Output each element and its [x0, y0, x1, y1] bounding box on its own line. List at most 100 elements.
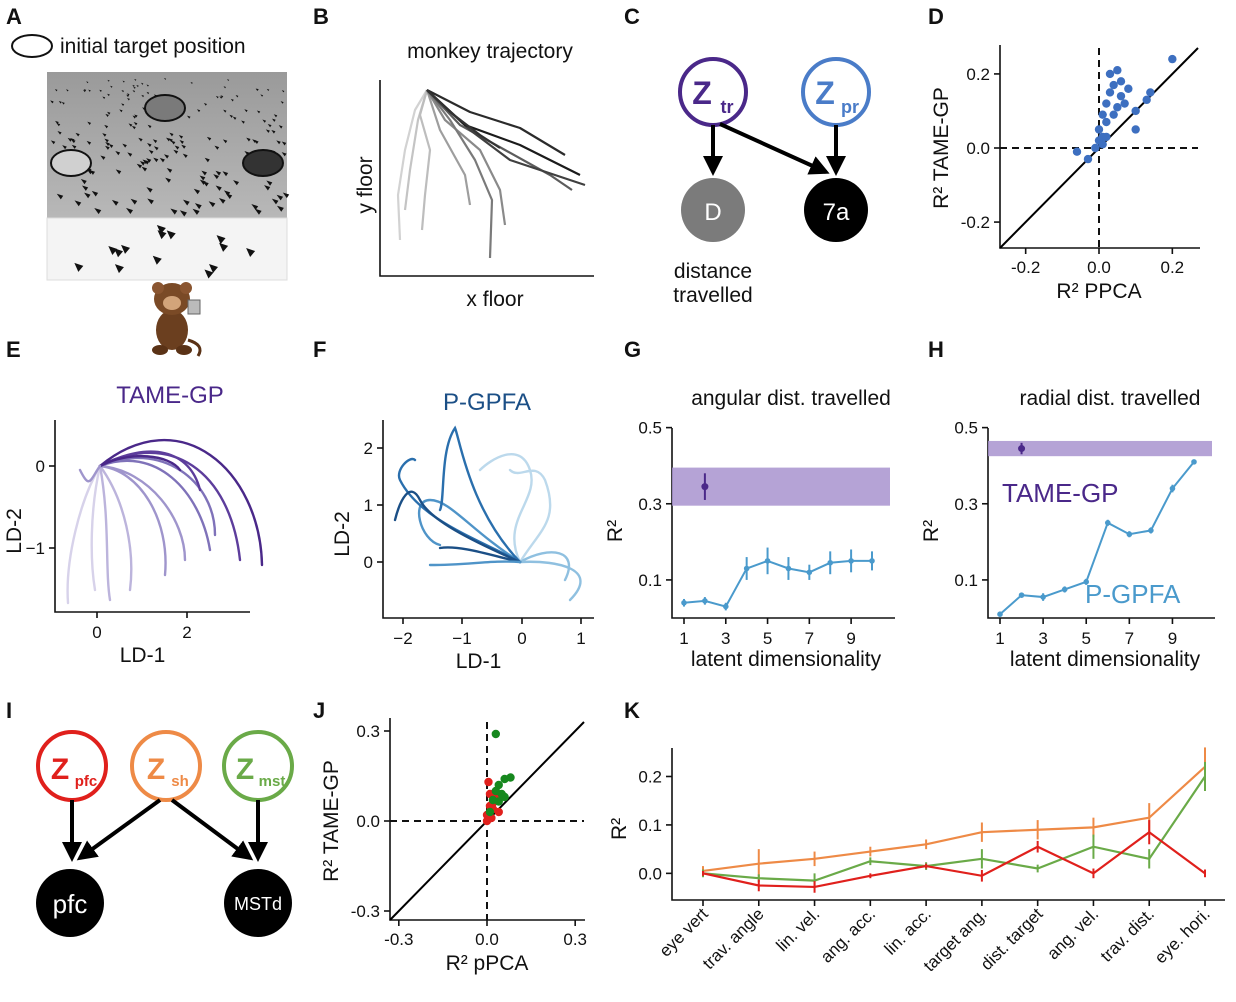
- h-series-line: [999, 461, 1195, 615]
- debris-mark: [216, 235, 226, 245]
- debris-mark: [74, 200, 82, 207]
- k-ytick-label: 0.0: [638, 864, 662, 883]
- debris-mark: [147, 143, 152, 148]
- f-ytick-label: 1: [364, 496, 373, 515]
- d-point-data: [1116, 91, 1126, 101]
- debris-mark: [132, 84, 135, 88]
- h-ylabel: R²: [920, 520, 943, 542]
- debris-mark: [57, 131, 62, 135]
- k-series-line-pfc: [702, 830, 1206, 889]
- node-d-label: D: [704, 199, 721, 226]
- g-ytick-label: 0.5: [638, 419, 662, 438]
- debris-mark: [146, 158, 152, 163]
- trajectory-3: [418, 89, 432, 231]
- e-xtick-label: 2: [182, 623, 191, 642]
- g-point: [681, 599, 687, 606]
- debris-mark: [131, 125, 136, 130]
- g-point: [785, 565, 792, 572]
- legend-ellipse-icon: [11, 34, 53, 58]
- debris-mark: [126, 94, 129, 98]
- debris-mark: [215, 95, 219, 99]
- f-trajectory-8: [393, 490, 522, 564]
- debris-mark: [66, 89, 69, 92]
- debris-mark: [163, 78, 167, 80]
- debris-mark: [105, 145, 110, 150]
- d-point-data: [1094, 125, 1104, 134]
- debris-mark: [186, 115, 191, 119]
- debris-mark: [281, 90, 285, 93]
- debris-mark: [61, 101, 65, 105]
- f-ytick-label: 0: [364, 553, 373, 572]
- debris-mark: [229, 114, 233, 118]
- d-point-data: [1109, 110, 1118, 119]
- f-trajectory-7: [397, 457, 522, 564]
- f-trajectory-6: [438, 425, 522, 564]
- debris-mark: [102, 96, 106, 99]
- node-z-tr-sub: tr: [721, 97, 734, 117]
- debris-mark: [128, 123, 133, 127]
- h-point: [1018, 592, 1025, 598]
- caption-travelled: travelled: [673, 284, 752, 307]
- j-point-mst: [485, 807, 495, 817]
- debris-mark: [173, 149, 179, 154]
- node-z-sh-z: Z: [147, 753, 165, 786]
- panel-h: radial dist. travelled 1 3 5 7 9 0.5 0.3 0.1 late…: [920, 387, 1215, 671]
- d-point-data: [1102, 117, 1111, 127]
- target-right: [242, 149, 284, 177]
- d-point-data: [1102, 99, 1111, 108]
- debris-mark: [230, 98, 234, 102]
- d-point-data: [1146, 88, 1155, 97]
- debris-mark: [148, 149, 154, 155]
- debris-mark: [201, 170, 207, 176]
- debris-mark: [256, 88, 259, 91]
- debris-mark: [152, 255, 162, 265]
- debris-mark: [182, 153, 188, 159]
- panel-label-k: K: [624, 698, 640, 723]
- j-point-mst: [491, 729, 501, 739]
- d-point-data: [1105, 88, 1115, 97]
- node-z-pfc-sub: pfc: [75, 773, 98, 790]
- h-legend-pgpfa: P-GPFA: [1085, 579, 1181, 609]
- h-point: [1169, 485, 1176, 492]
- debris-mark: [218, 198, 226, 204]
- k-xtick-label: trav. angle: [699, 904, 768, 973]
- debris-mark: [89, 170, 96, 175]
- j-xtick-label: 0.3: [563, 930, 587, 949]
- h-point: [1061, 586, 1068, 593]
- debris-mark: [179, 210, 187, 217]
- node-z-tr-z: Z: [692, 75, 712, 111]
- debris-mark: [153, 157, 159, 163]
- debris-mark: [114, 264, 124, 274]
- debris-mark: [147, 198, 154, 205]
- debris-mark: [280, 101, 284, 104]
- debris-mark: [233, 180, 240, 186]
- virtual-floor: [47, 72, 287, 218]
- debris-mark: [164, 154, 170, 159]
- debris-mark: [100, 155, 106, 160]
- trajectory-4: [425, 89, 472, 206]
- debris-mark: [83, 89, 86, 93]
- g-ytick-label: 0.3: [638, 495, 662, 514]
- panel-b-axes: [379, 80, 594, 277]
- node-7a-label: 7a: [823, 199, 850, 226]
- trajectory-6: [426, 89, 494, 259]
- debris-mark: [102, 133, 107, 137]
- e-ytick-label: 0: [36, 457, 45, 476]
- d-point-data: [1083, 154, 1093, 164]
- d-point-data: [1168, 54, 1177, 64]
- d-point-data: [1124, 84, 1133, 93]
- h-tame-band: [988, 440, 1212, 457]
- debris-mark: [244, 109, 248, 113]
- debris-mark: [75, 132, 80, 137]
- debris-mark: [104, 138, 109, 143]
- e-trajectory-2: [90, 464, 102, 592]
- g-xtick-label: 9: [846, 629, 855, 648]
- k-series-line-sh: [702, 765, 1206, 873]
- node-z-mst-z: Z: [236, 753, 254, 786]
- d-point-data: [1109, 80, 1118, 90]
- debris-mark: [146, 187, 153, 193]
- node-z-sh: [130, 730, 202, 802]
- d-xtick-label: 0.2: [1161, 258, 1185, 277]
- floor-foreground: [46, 217, 288, 281]
- d-point-data: [1142, 95, 1151, 105]
